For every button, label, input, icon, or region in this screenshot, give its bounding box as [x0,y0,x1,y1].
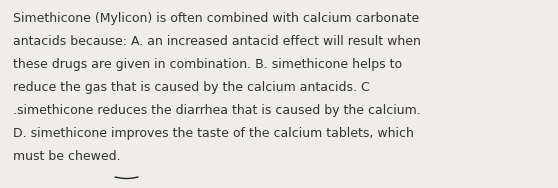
Text: must be chewed.: must be chewed. [13,150,121,163]
Text: .simethicone reduces the diarrhea that is caused by the calcium.: .simethicone reduces the diarrhea that i… [13,104,421,117]
Text: these drugs are given in combination. B. simethicone helps to: these drugs are given in combination. B.… [13,58,402,71]
Text: D. simethicone improves the taste of the calcium tablets, which: D. simethicone improves the taste of the… [13,127,414,140]
Text: antacids because: A. an increased antacid effect will result when: antacids because: A. an increased antaci… [13,35,421,48]
Text: Simethicone (Mylicon) is often combined with calcium carbonate: Simethicone (Mylicon) is often combined … [13,12,419,25]
Text: reduce the gas that is caused by the calcium antacids. C: reduce the gas that is caused by the cal… [13,81,370,94]
